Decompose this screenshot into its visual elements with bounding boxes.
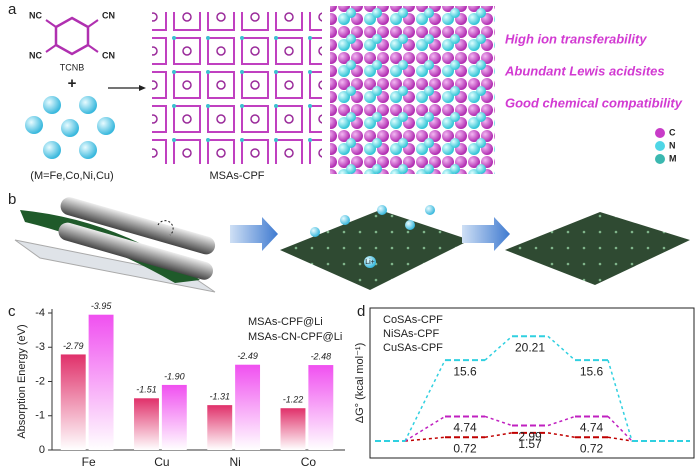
value-label: -2.79 <box>63 341 84 351</box>
connector <box>607 359 633 442</box>
sheet <box>280 210 470 290</box>
panel-label: c <box>8 303 16 320</box>
plus: + <box>68 75 77 92</box>
atom-legend: CNM <box>655 127 677 164</box>
value-label: 4.74 <box>453 421 477 435</box>
value-label: 20.21 <box>515 340 545 354</box>
metal-ions <box>25 96 115 159</box>
y-tick-label: 0 <box>39 444 45 456</box>
rotation-arrow <box>157 220 174 236</box>
feature: Abundant Lewis acidsites <box>504 63 665 78</box>
benzene-ring <box>54 16 90 56</box>
feature: Good chemical compatibility <box>505 95 683 110</box>
legend-label: CuSAs-CPF <box>383 342 443 354</box>
legend-label: M <box>669 153 677 163</box>
panel-label: b <box>8 191 16 208</box>
value-label: 0.72 <box>453 441 477 455</box>
connector <box>547 335 576 361</box>
legend-label: CoSAs-CPF <box>383 314 443 326</box>
value-label: -1.51 <box>136 385 157 395</box>
legend-label: N <box>669 140 676 150</box>
product-name: MSAs-CPF <box>210 170 265 182</box>
connector <box>404 359 446 442</box>
legend-label: NiSAs-CPF <box>383 328 440 340</box>
bar <box>60 354 86 450</box>
bar <box>134 398 159 450</box>
legend-swatch <box>655 141 665 151</box>
y-axis-label: ΔG° (kcal mol⁻¹) <box>354 343 366 424</box>
panel-a: a NC CN NC CN TCNB + (M=Fe,Co,Ni,Cu) MSA… <box>8 1 683 182</box>
cyano-group: CN <box>102 50 115 60</box>
value-label: -3.95 <box>91 301 113 311</box>
bar <box>280 408 306 450</box>
legend-swatch <box>655 128 665 138</box>
sheet <box>505 212 690 285</box>
value-label: 15.6 <box>453 364 477 378</box>
cyano-group: CN <box>102 10 115 20</box>
value-label: 4.74 <box>580 421 604 435</box>
plot-frame <box>369 307 695 459</box>
bar <box>207 405 233 450</box>
x-tick-label: Cu <box>154 455 169 469</box>
metal-list: (M=Fe,Co,Ni,Cu) <box>30 170 113 182</box>
bar <box>88 314 114 450</box>
panel-label: d <box>357 303 365 320</box>
x-tick-label: Ni <box>229 455 240 469</box>
value-label: 2.99 <box>518 430 542 444</box>
value-label: -2.48 <box>311 351 332 361</box>
value-label: -1.31 <box>209 392 230 402</box>
molecule-name: TCNB <box>60 62 85 72</box>
value-label: 1.57 <box>518 437 542 451</box>
y-tick-label: -1 <box>35 410 45 422</box>
panel-d: d ΔG° (kcal mol⁻¹) CoSAs-CPF 0.72 1.57 0.72 Ni… <box>354 303 695 459</box>
legend-label: C <box>669 127 676 137</box>
connector <box>404 415 446 442</box>
li-ions <box>310 205 435 268</box>
bar <box>235 364 261 450</box>
y-tick-label: -4 <box>35 307 45 319</box>
framework <box>152 12 322 164</box>
legend-label: MSAs-CN-CPF@Li <box>248 331 342 343</box>
bond <box>45 44 57 53</box>
connector <box>404 436 446 442</box>
plate <box>14 239 216 293</box>
y-tick-label: -2 <box>35 375 45 387</box>
cyano-group: NC <box>29 10 42 20</box>
bond <box>87 44 99 53</box>
panel-c: c 0 -1 -2 -3 -4 Absorption Energy (eV) MSAs-CPF… <box>8 301 345 469</box>
y-axis-label: Absorption Energy (eV) <box>16 324 28 438</box>
connector <box>607 415 633 442</box>
x-tick-label: Fe <box>82 455 96 469</box>
connector <box>484 335 513 361</box>
value-label: 15.6 <box>580 364 604 378</box>
bond <box>87 19 99 28</box>
connector <box>484 432 513 439</box>
connector <box>607 436 633 442</box>
space-filling-model <box>330 6 495 174</box>
x-tick-label: Co <box>301 455 317 469</box>
connector <box>547 432 576 439</box>
arrow-head <box>139 85 146 91</box>
legend-swatch <box>655 154 665 164</box>
value-label: 0.72 <box>580 441 604 455</box>
panel-label: a <box>8 1 17 18</box>
bar <box>161 384 187 450</box>
ion-label: Li+ <box>365 259 375 266</box>
value-label: -2.49 <box>237 351 258 361</box>
panel-b: b Li+ <box>8 191 690 293</box>
bond <box>45 19 57 28</box>
legend-label: MSAs-CPF@Li <box>248 316 323 328</box>
process-arrow <box>462 217 510 251</box>
y-tick-label: -3 <box>35 341 45 353</box>
connector <box>484 415 513 427</box>
rollers <box>58 197 216 280</box>
value-label: -1.22 <box>283 395 304 405</box>
feature: High ion transferability <box>505 31 647 46</box>
connector <box>547 415 576 427</box>
value-label: -1.90 <box>164 371 185 381</box>
cyano-group: NC <box>29 50 42 60</box>
process-arrow <box>230 217 278 251</box>
bar <box>308 365 334 450</box>
